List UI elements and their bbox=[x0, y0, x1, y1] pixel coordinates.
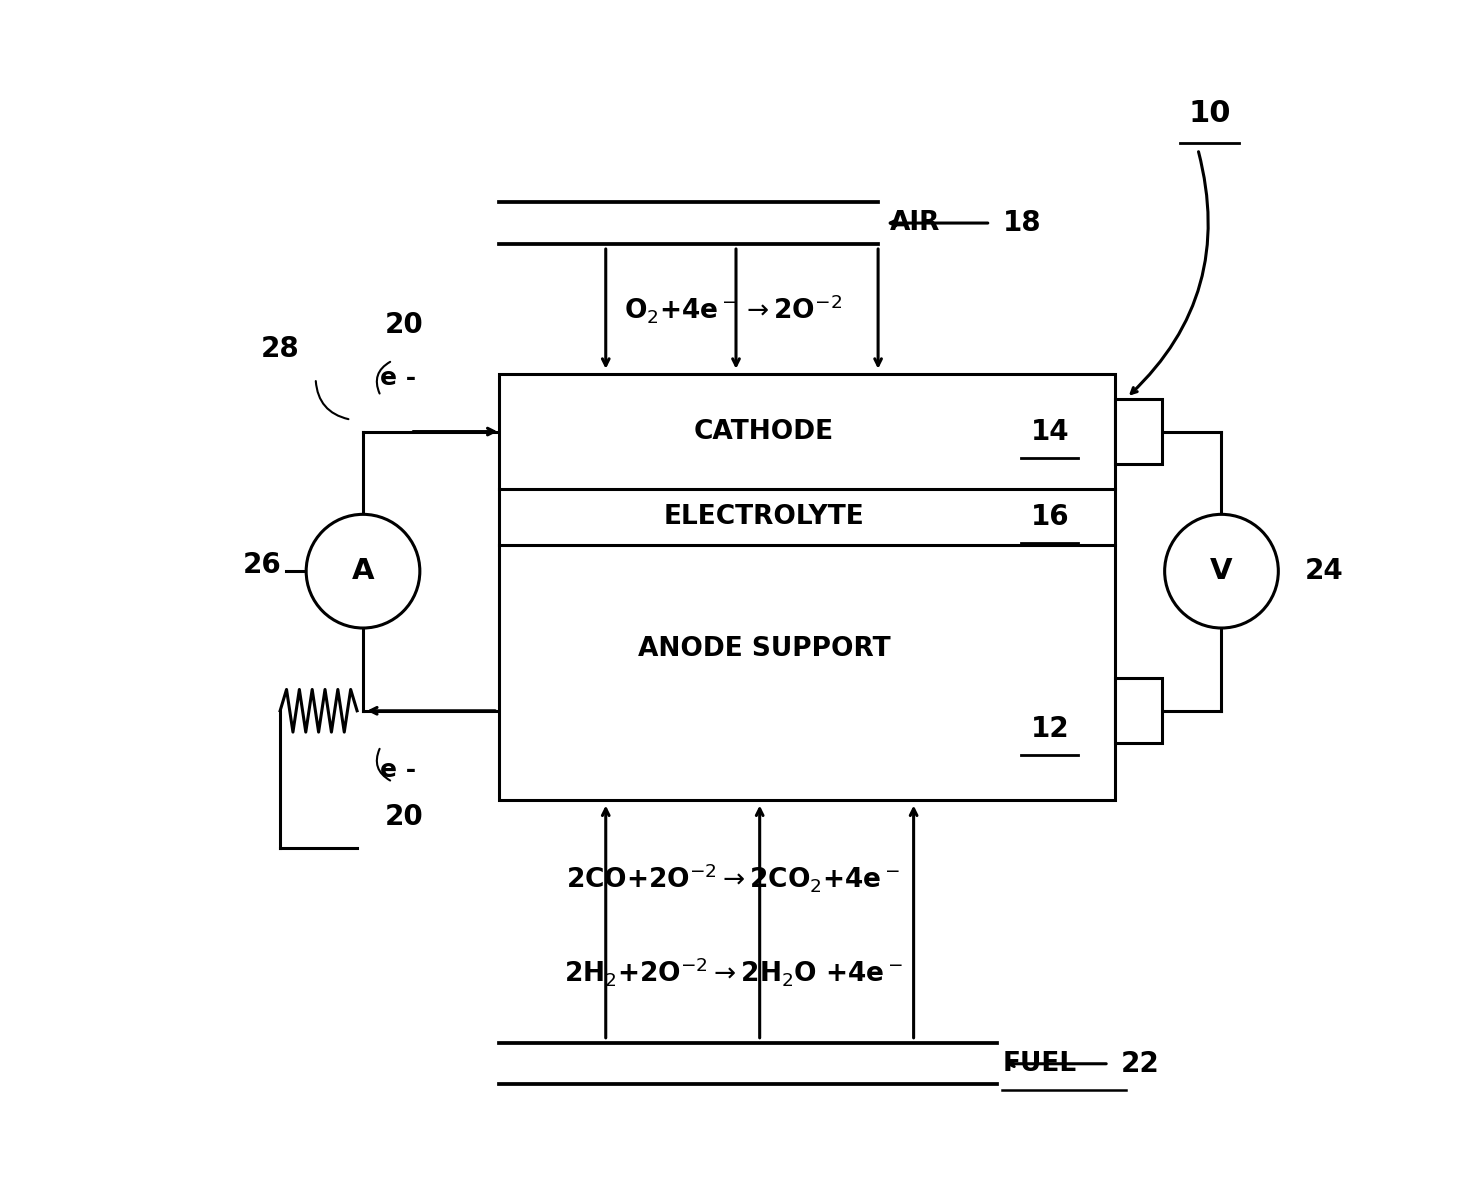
Text: AIR: AIR bbox=[891, 210, 941, 236]
Text: O$_2$+4e$^-$$\rightarrow$2O$^{-2}$: O$_2$+4e$^-$$\rightarrow$2O$^{-2}$ bbox=[624, 292, 842, 326]
Text: 22: 22 bbox=[1120, 1049, 1160, 1078]
Text: 2CO+2O$^{-2}$$\rightarrow$2CO$_2$+4e$^-$: 2CO+2O$^{-2}$$\rightarrow$2CO$_2$+4e$^-$ bbox=[567, 861, 901, 894]
Bar bbox=[499, 374, 1114, 800]
Text: 16: 16 bbox=[1030, 503, 1069, 531]
Text: 28: 28 bbox=[261, 334, 299, 363]
Text: FUEL: FUEL bbox=[1002, 1051, 1076, 1077]
Text: V: V bbox=[1210, 557, 1232, 585]
Text: 24: 24 bbox=[1304, 557, 1342, 585]
Text: 20: 20 bbox=[386, 311, 424, 339]
Text: 14: 14 bbox=[1030, 418, 1069, 446]
Circle shape bbox=[1164, 514, 1278, 628]
Text: ELECTROLYTE: ELECTROLYTE bbox=[664, 504, 864, 530]
Text: 26: 26 bbox=[243, 551, 281, 580]
Text: e -: e - bbox=[380, 367, 417, 391]
Circle shape bbox=[306, 514, 420, 628]
Text: A: A bbox=[352, 557, 374, 585]
Text: 18: 18 bbox=[1002, 208, 1041, 237]
Bar bbox=[1114, 399, 1163, 464]
Bar bbox=[1114, 678, 1163, 743]
Text: 12: 12 bbox=[1030, 715, 1069, 743]
Text: e -: e - bbox=[380, 758, 417, 782]
Text: 2H$_2$+2O$^{-2}$$\rightarrow$2H$_2$O +4e$^-$: 2H$_2$+2O$^{-2}$$\rightarrow$2H$_2$O +4e… bbox=[564, 956, 902, 988]
Text: ANODE SUPPORT: ANODE SUPPORT bbox=[637, 636, 891, 661]
Text: 20: 20 bbox=[386, 804, 424, 831]
Text: CATHODE: CATHODE bbox=[693, 418, 835, 444]
Text: 10: 10 bbox=[1188, 99, 1231, 128]
